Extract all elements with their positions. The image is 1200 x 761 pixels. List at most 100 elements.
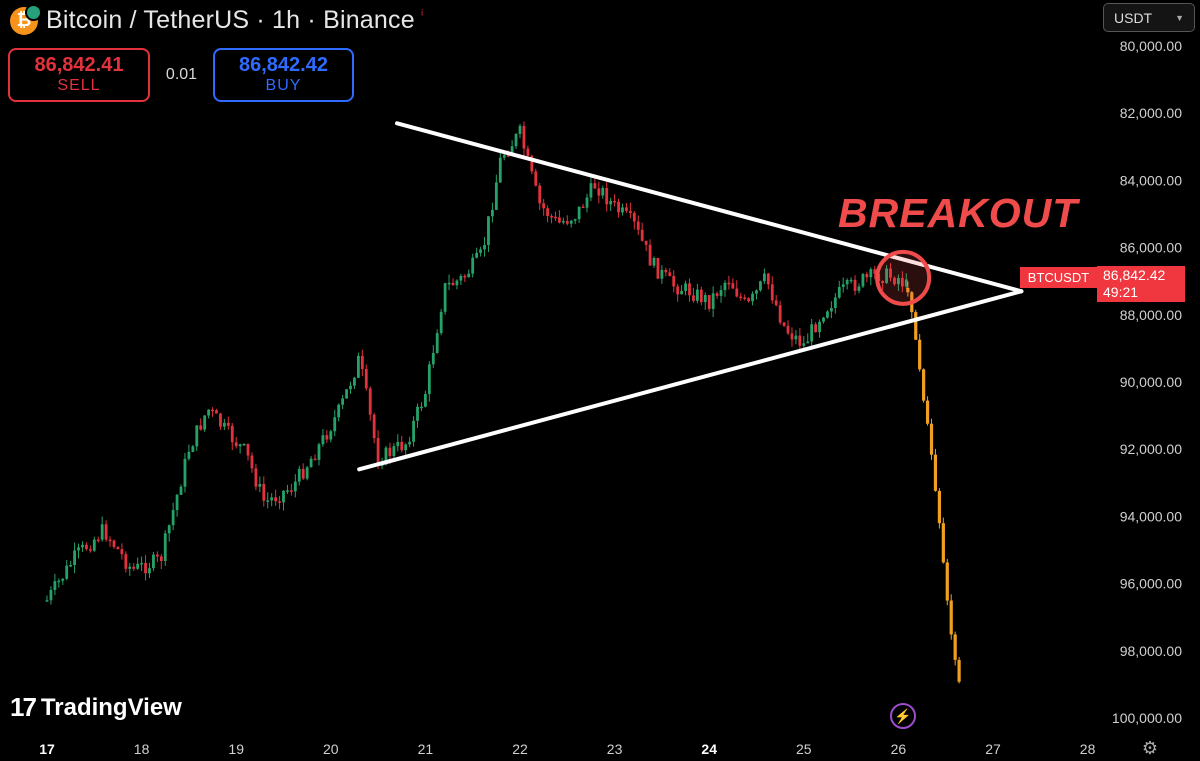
x-tick-label: 23: [607, 741, 623, 757]
candle-body: [814, 324, 818, 333]
candle-body: [688, 283, 691, 296]
candle-body: [254, 468, 258, 487]
x-tick-label: 28: [1080, 741, 1096, 757]
candle-body: [479, 249, 482, 253]
x-tick-label: 27: [985, 741, 1001, 757]
breakout-annotation: BREAKOUT: [838, 190, 1079, 236]
forecast-body: [918, 339, 922, 370]
buy-price: 86,842.42: [239, 54, 328, 76]
candle-body: [506, 155, 510, 157]
candle-body: [136, 563, 140, 569]
candle-body: [293, 481, 297, 492]
x-tick-label: 20: [323, 741, 339, 757]
candle-body: [625, 207, 628, 211]
candle-body: [837, 287, 841, 298]
x-tick-label: 26: [891, 741, 907, 757]
candle-body: [73, 550, 76, 566]
candle-body: [163, 533, 167, 561]
candle-body: [845, 279, 849, 285]
candle-body: [400, 441, 404, 451]
bolt-icon[interactable]: ⚡: [890, 703, 916, 729]
candle-body: [187, 451, 191, 459]
candle-body: [774, 300, 778, 306]
candle-body: [427, 364, 431, 394]
candle-body: [321, 435, 325, 445]
candle-body: [656, 257, 660, 279]
buy-button[interactable]: 86,842.42 BUY: [213, 48, 354, 102]
candle-body: [782, 322, 786, 326]
candle-body: [526, 148, 530, 156]
candle-body: [120, 549, 124, 555]
candle-body: [554, 216, 557, 219]
candle-body: [881, 281, 885, 283]
tradingview-logo[interactable]: 17 TradingView: [10, 692, 182, 723]
candle-body: [538, 185, 542, 204]
candle-body: [581, 206, 585, 209]
candle-body: [467, 273, 471, 278]
candle-body: [155, 554, 159, 557]
candle-body: [494, 182, 498, 210]
candle-body: [100, 524, 104, 540]
candle-body: [759, 281, 762, 291]
symbol-price-tag: BTCUSDT: [1020, 267, 1097, 288]
candle-body: [613, 200, 616, 203]
candle-body: [226, 422, 230, 426]
forecast-body: [906, 287, 910, 293]
breakout-marker: [875, 249, 932, 306]
y-tick-label: 84,000.00: [1120, 172, 1182, 188]
candle-body: [794, 335, 798, 340]
quantity-value[interactable]: 0.01: [165, 66, 198, 83]
candle-body: [266, 500, 270, 502]
candle-body: [483, 245, 486, 250]
candle-body: [96, 539, 100, 542]
candle-body: [498, 157, 502, 183]
candle-body: [897, 278, 900, 285]
candle-body: [108, 539, 112, 542]
candle-body: [617, 201, 620, 213]
x-tick-label: 19: [228, 741, 244, 757]
forecast-body: [945, 562, 949, 601]
candle-body: [857, 286, 861, 291]
candle-body: [510, 146, 514, 156]
candle-body: [632, 212, 636, 222]
chevron-down-icon: ▼: [1175, 12, 1184, 23]
candle-body: [262, 483, 266, 501]
candle-body: [372, 414, 376, 439]
candle-body: [861, 274, 865, 287]
candle-body: [735, 288, 739, 297]
candle-body: [199, 425, 203, 430]
candle-body: [684, 283, 687, 291]
candle-body: [786, 325, 790, 334]
candle-body: [589, 183, 593, 198]
candle-body: [577, 206, 581, 220]
candle-body: [112, 540, 116, 547]
currency-select[interactable]: USDT ▼: [1103, 3, 1195, 32]
candle-body: [211, 409, 214, 412]
candle-body: [459, 275, 463, 281]
tether-badge-icon: [25, 3, 42, 21]
symbol-title[interactable]: Bitcoin / TetherUS · 1h · Binance: [46, 6, 415, 34]
candle-body: [195, 425, 199, 447]
candle-body: [833, 297, 837, 308]
candle-body: [692, 295, 695, 301]
candle-body: [297, 468, 301, 482]
y-tick-label: 92,000.00: [1120, 441, 1182, 457]
candle-body: [873, 269, 877, 274]
x-tick-label: 24: [701, 741, 717, 757]
sell-button[interactable]: 86,842.41 SELL: [8, 48, 150, 102]
candle-body: [727, 282, 731, 285]
candle-body: [250, 455, 254, 469]
forecast-body: [925, 400, 930, 424]
candle-body: [238, 444, 242, 447]
candle-body: [660, 269, 664, 279]
candle-body: [404, 444, 408, 451]
y-tick-label: 94,000.00: [1120, 508, 1182, 524]
candle-body: [222, 422, 226, 427]
forecast-body: [949, 600, 953, 635]
candle-body: [337, 404, 341, 418]
candle-body: [680, 290, 684, 295]
candle-body: [152, 554, 155, 569]
gear-icon[interactable]: ⚙: [1141, 737, 1159, 758]
candle-body: [514, 133, 518, 147]
